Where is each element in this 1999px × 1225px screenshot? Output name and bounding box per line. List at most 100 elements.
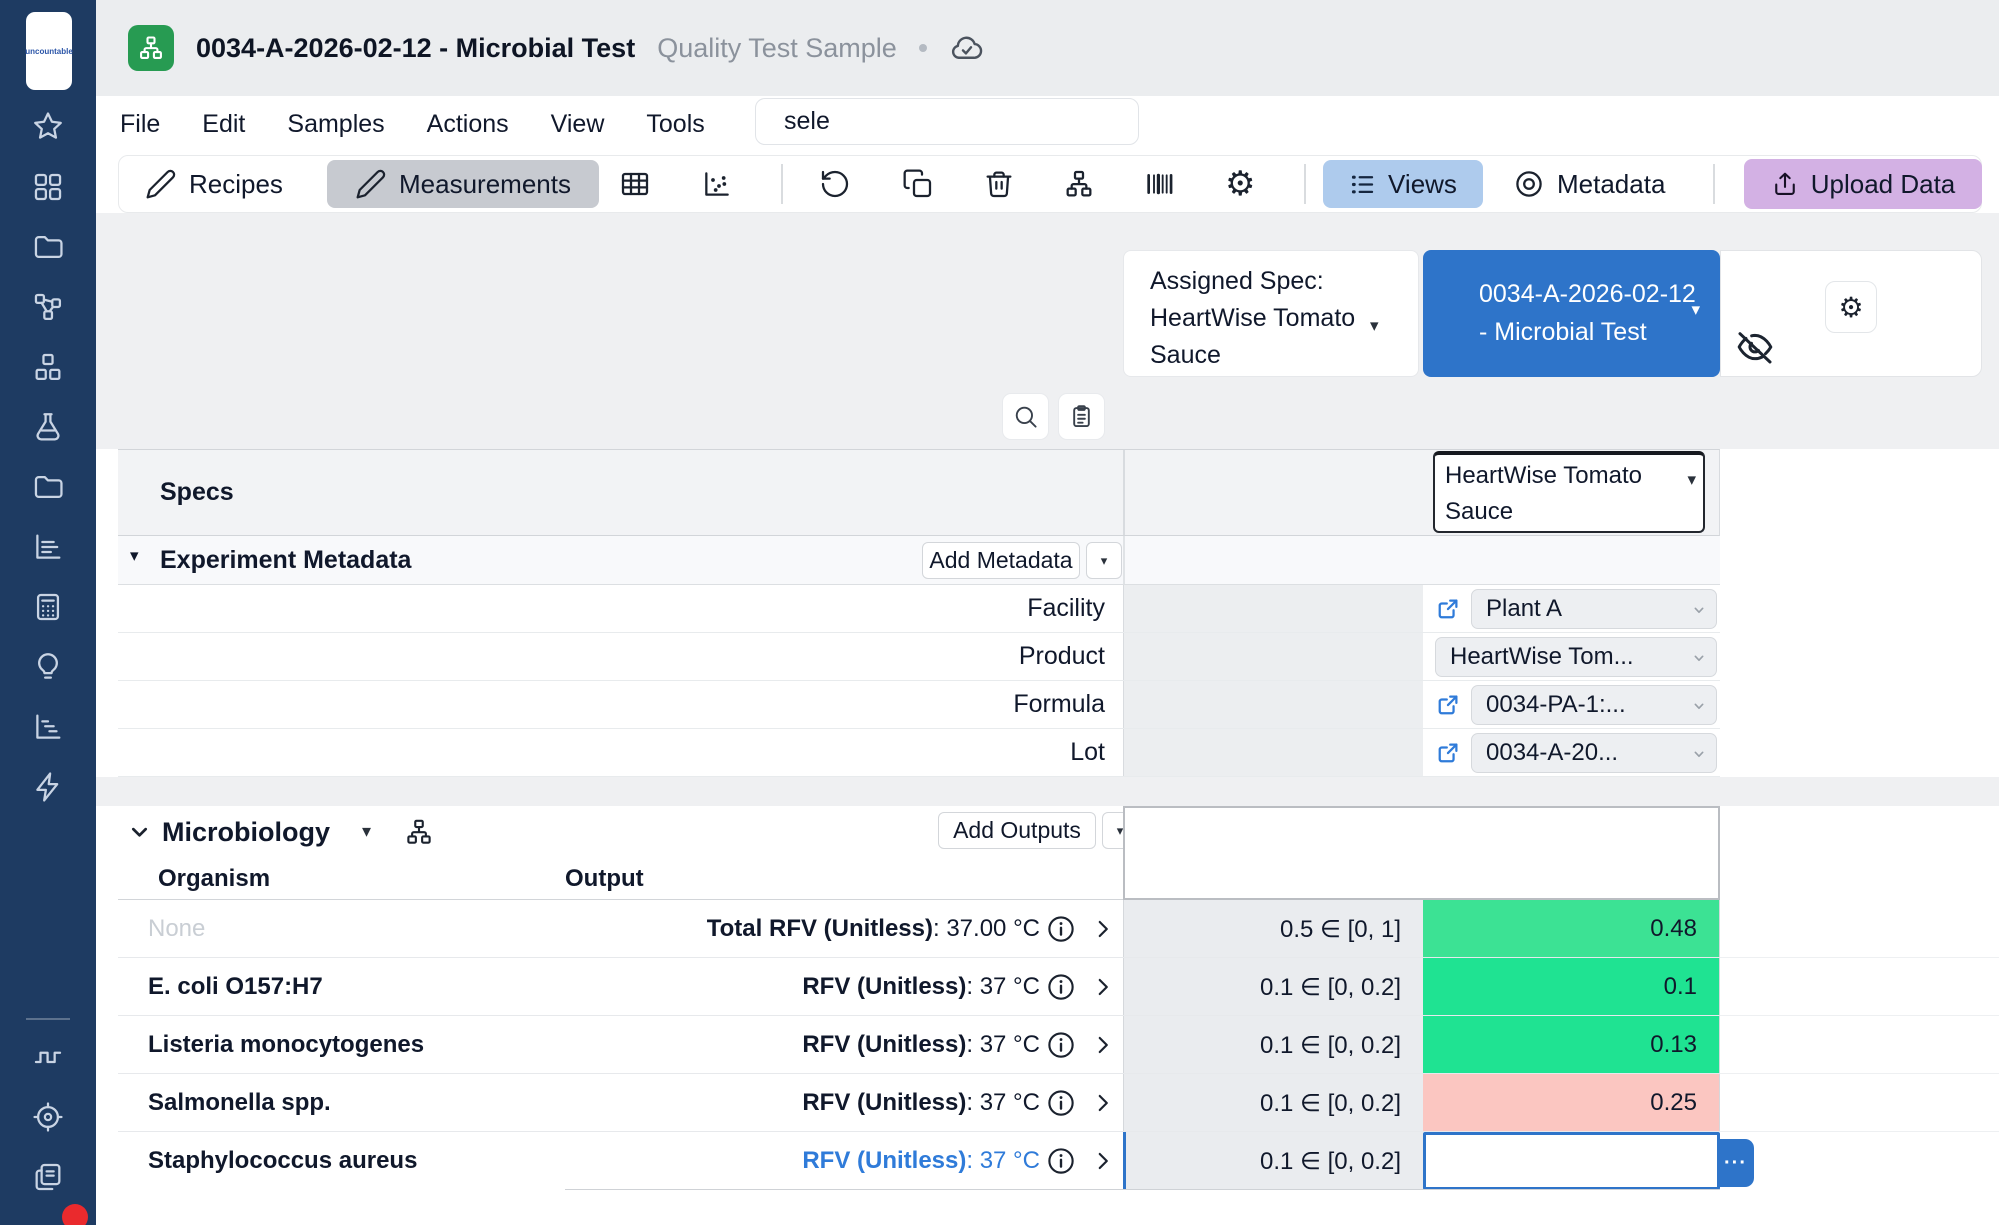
- chevron-down-icon: [1688, 647, 1710, 669]
- upload-data-button[interactable]: Upload Data: [1744, 159, 1982, 209]
- search-input[interactable]: [755, 98, 1139, 145]
- recipes-button[interactable]: Recipes: [135, 162, 293, 206]
- value-dropdown[interactable]: Plant A: [1471, 589, 1717, 629]
- measurement-value-cell[interactable]: 0.25: [1423, 1074, 1720, 1132]
- measurement-value-cell[interactable]: 0.1: [1423, 958, 1720, 1016]
- flask-icon[interactable]: [31, 410, 65, 444]
- clipboard-button[interactable]: [1058, 393, 1105, 440]
- measurement-value-cell[interactable]: 0.13: [1423, 1016, 1720, 1074]
- value-dropdown[interactable]: HeartWise Tom...: [1435, 637, 1717, 677]
- experiment-type-icon: [128, 25, 174, 71]
- gear-icon[interactable]: ⚙: [1225, 161, 1255, 207]
- info-icon[interactable]: [1046, 1146, 1076, 1176]
- assigned-spec-card[interactable]: Assigned Spec: HeartWise Tomato Sauce ▾: [1123, 250, 1419, 377]
- add-metadata-dropdown[interactable]: ▾: [1086, 542, 1122, 579]
- info-icon[interactable]: [1046, 1088, 1076, 1118]
- spec-range-cell: 0.1 ∈ [0, 0.2]: [1123, 958, 1423, 1016]
- menu-samples[interactable]: Samples: [287, 110, 384, 139]
- divider: [1304, 164, 1306, 204]
- output-cell[interactable]: RFV (Unitless): 37 °C: [498, 958, 1040, 1016]
- menu-view[interactable]: View: [551, 110, 605, 139]
- chevron-right-icon[interactable]: [1090, 1090, 1116, 1116]
- apps-grid-icon[interactable]: [31, 170, 65, 204]
- spec-range-cell: 0.5 ∈ [0, 1]: [1123, 900, 1423, 958]
- star-icon[interactable]: [31, 110, 65, 144]
- value-dropdown[interactable]: 0034-PA-1:...: [1471, 685, 1717, 725]
- info-icon[interactable]: [1046, 914, 1076, 944]
- spec-column-header[interactable]: HeartWise Tomato Sauce ▾: [1433, 451, 1705, 533]
- experiment-selector-button[interactable]: 0034-A-2026-02-12 - Microbial Test ▾: [1423, 250, 1720, 377]
- status-dot: [919, 44, 927, 52]
- calculator-icon[interactable]: [31, 590, 65, 624]
- scatter-chart-icon[interactable]: [701, 168, 733, 200]
- divider: [781, 164, 783, 204]
- value-dropdown[interactable]: 0034-A-20...: [1471, 733, 1717, 773]
- barcode-icon[interactable]: [1144, 168, 1176, 200]
- info-icon[interactable]: [1046, 972, 1076, 1002]
- copy-icon[interactable]: [902, 168, 934, 200]
- caret-down-icon[interactable]: ▾: [362, 821, 371, 842]
- table-search-button[interactable]: [1002, 393, 1049, 440]
- eye-off-icon[interactable]: [1735, 327, 1775, 367]
- output-cell[interactable]: RFV (Unitless): 37 °C: [498, 1132, 1040, 1190]
- caret-down-icon: ▾: [1370, 307, 1379, 344]
- folder-icon[interactable]: [31, 470, 65, 504]
- cubes-icon[interactable]: [31, 350, 65, 384]
- sitemap-icon[interactable]: [1063, 168, 1095, 200]
- output-cell[interactable]: Total RFV (Unitless): 37.00 °C: [498, 900, 1040, 958]
- chevron-right-icon[interactable]: [1090, 916, 1116, 942]
- spec-range-cell: 0.1 ∈ [0, 0.2]: [1123, 1132, 1423, 1190]
- external-link-icon[interactable]: [1435, 739, 1462, 766]
- share-nodes-icon[interactable]: [31, 290, 65, 324]
- table-grid-icon[interactable]: [619, 168, 651, 200]
- experiment-metadata-section: ▾ Experiment Metadata Add Metadata ▾: [118, 536, 1720, 585]
- activity-pulse-icon[interactable]: [31, 1040, 65, 1074]
- settings-button[interactable]: ⚙: [1825, 281, 1877, 333]
- trash-icon[interactable]: [983, 168, 1015, 200]
- eye-icon: [1513, 168, 1545, 200]
- folder-icon[interactable]: [31, 230, 65, 264]
- measurement-value-cell[interactable]: ···: [1423, 1132, 1720, 1190]
- gantt-chart-icon[interactable]: [31, 710, 65, 744]
- target-icon[interactable]: [31, 1100, 65, 1134]
- output-cell[interactable]: RFV (Unitless): 37 °C: [498, 1016, 1040, 1074]
- metadata-spec-cell[interactable]: [1123, 633, 1423, 680]
- lightbulb-icon[interactable]: [31, 650, 65, 684]
- metadata-spec-cell[interactable]: [1123, 681, 1423, 728]
- notes-icon[interactable]: [31, 1160, 65, 1194]
- measurement-value-cell[interactable]: 0.48: [1423, 900, 1720, 958]
- metadata-button[interactable]: Metadata: [1513, 162, 1665, 206]
- menu-actions[interactable]: Actions: [427, 110, 509, 139]
- experiment-name: 0034-A-2026-02-12 - Microbial Test: [1479, 275, 1711, 351]
- info-icon[interactable]: [1046, 1030, 1076, 1060]
- metadata-spec-cell[interactable]: [1123, 729, 1423, 776]
- uncountable-logo[interactable]: uncountable: [26, 12, 72, 90]
- external-link-icon[interactable]: [1435, 595, 1462, 622]
- metadata-row: Formula 0034-PA-1:...: [118, 681, 1720, 729]
- chevron-right-icon[interactable]: [1090, 1032, 1116, 1058]
- column-divider: [1123, 536, 1125, 584]
- views-button[interactable]: Views: [1323, 160, 1483, 208]
- bar-chart-icon[interactable]: [31, 530, 65, 564]
- cell-more-button[interactable]: ···: [1717, 1139, 1754, 1187]
- measurements-button[interactable]: Measurements: [327, 160, 599, 208]
- output-cell[interactable]: RFV (Unitless): 37 °C: [498, 1074, 1040, 1132]
- menu-file[interactable]: File: [120, 110, 160, 139]
- menu-edit[interactable]: Edit: [202, 110, 245, 139]
- menu-tools[interactable]: Tools: [646, 110, 704, 139]
- undo-icon[interactable]: [819, 168, 851, 200]
- metadata-spec-cell[interactable]: [1123, 585, 1423, 632]
- spec-tools-panel: ⚙: [1720, 250, 1982, 377]
- notification-dot: [62, 1204, 88, 1225]
- add-metadata-button[interactable]: Add Metadata: [922, 542, 1080, 579]
- microbiology-row: Listeria monocytogenes RFV (Unitless): 3…: [118, 1016, 1999, 1074]
- chevron-right-icon[interactable]: [1090, 974, 1116, 1000]
- caret-down-icon: ▾: [1687, 462, 1696, 498]
- lightning-bolt-icon[interactable]: [31, 770, 65, 804]
- add-outputs-button[interactable]: Add Outputs: [938, 812, 1096, 849]
- microbiology-row: Staphylococcus aureus RFV (Unitless): 37…: [118, 1132, 1999, 1190]
- collapse-caret-icon[interactable]: ▾: [130, 546, 139, 566]
- external-link-icon[interactable]: [1435, 691, 1462, 718]
- chevron-right-icon[interactable]: [1090, 1148, 1116, 1174]
- microbiology-label: Microbiology: [162, 806, 330, 858]
